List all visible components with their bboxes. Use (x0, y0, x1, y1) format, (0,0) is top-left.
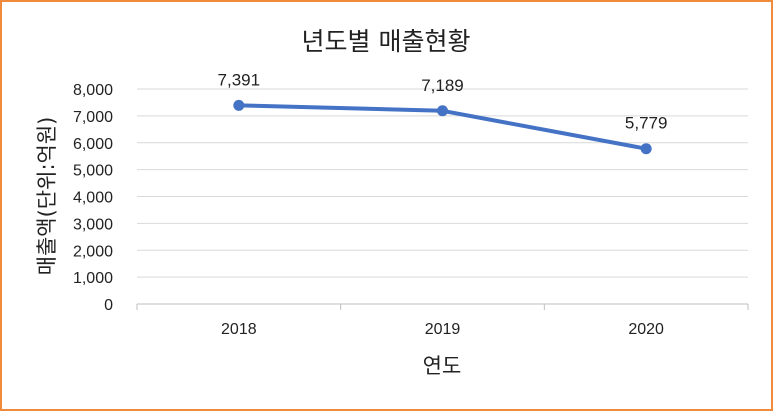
y-tick-label: 8,000 (73, 82, 113, 99)
y-axis-title: 매출액(단위:억원) (35, 117, 59, 276)
y-tick-label: 3,000 (73, 216, 113, 233)
x-axis-title: 연도 (423, 354, 462, 378)
y-tick-label: 2,000 (73, 243, 113, 260)
data-labels: 7,391 7,189 5,779 (218, 70, 668, 132)
y-tick-label: 0 (104, 297, 113, 314)
chart-title: 년도별 매출현황 (302, 27, 471, 56)
x-tick-label: 2019 (425, 321, 461, 338)
x-tick-label: 2018 (221, 321, 257, 338)
y-tick-label: 6,000 (73, 136, 113, 153)
y-tick-label: 7,000 (73, 109, 113, 126)
data-label: 5,779 (625, 114, 668, 133)
grid-lines (137, 88, 748, 278)
y-axis-ticks: 0 1,000 2,000 3,000 4,000 5,000 6,000 7,000 8,00… (73, 82, 113, 314)
x-tick-label: 2020 (628, 321, 664, 338)
data-label: 7,189 (421, 76, 464, 95)
data-point (640, 143, 652, 155)
data-point (233, 99, 245, 111)
data-point (437, 105, 448, 117)
series-line-group (233, 99, 652, 155)
data-label: 7,391 (218, 70, 261, 89)
y-tick-label: 1,000 (73, 270, 113, 287)
x-axis-ticks: 2018 2019 2020 (221, 321, 664, 338)
y-tick-label: 4,000 (73, 190, 113, 207)
y-tick-label: 5,000 (73, 163, 113, 180)
x-axis (136, 303, 749, 310)
